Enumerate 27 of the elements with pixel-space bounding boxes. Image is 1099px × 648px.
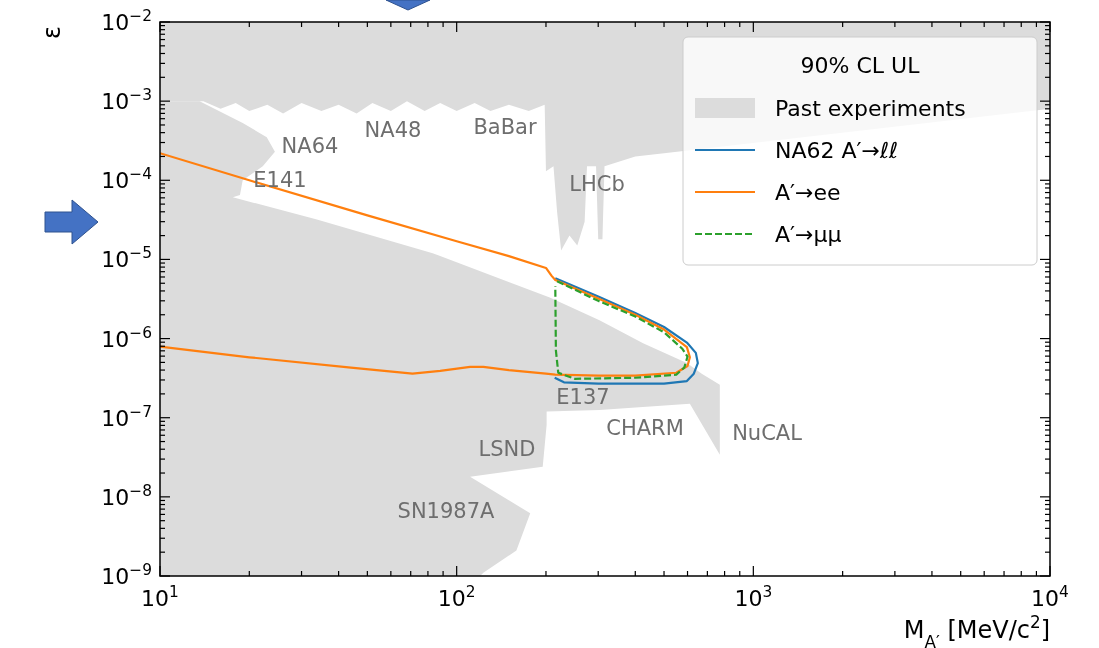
annotation: LSND bbox=[478, 437, 536, 461]
y-tick-label: 10$^{−3}$ bbox=[101, 86, 152, 115]
x-tick-label: 10$^{2}$ bbox=[437, 583, 476, 611]
x-tick-label: 10$^{4}$ bbox=[1031, 583, 1069, 611]
y-tick-label: 10$^{−8}$ bbox=[101, 481, 152, 510]
annotation: SN1987A bbox=[397, 499, 496, 523]
legend-label: NA62 A′→ℓℓ bbox=[775, 138, 899, 163]
annotation: E141 bbox=[253, 168, 307, 192]
annotation: NuCAL bbox=[732, 421, 803, 445]
annotation: LHCb bbox=[569, 172, 625, 196]
legend-label: A′→μμ bbox=[775, 222, 842, 247]
annotation: E137 bbox=[556, 385, 610, 409]
y-tick-label: 10$^{−6}$ bbox=[101, 323, 152, 352]
legend-label: Past experiments bbox=[775, 96, 966, 121]
annotation: BaBar bbox=[473, 115, 537, 139]
y-tick-label: 10$^{−5}$ bbox=[101, 244, 152, 273]
annotation: CHARM bbox=[606, 416, 684, 440]
legend-label: A′→ee bbox=[775, 180, 841, 205]
x-axis-title: M$_{A′}$ [MeV/c$^{2}$] bbox=[903, 612, 1050, 648]
annotation: NA48 bbox=[364, 118, 422, 142]
y-axis-title: ε bbox=[38, 26, 66, 39]
y-tick-label: 10$^{−4}$ bbox=[101, 165, 152, 194]
annotation: NA64 bbox=[281, 134, 339, 158]
y-tick-label: 10$^{−7}$ bbox=[101, 402, 152, 431]
x-tick-label: 10$^{3}$ bbox=[734, 583, 773, 611]
legend-title: 90% CL UL bbox=[800, 53, 921, 78]
y-tick-label: 10$^{−2}$ bbox=[101, 7, 152, 35]
